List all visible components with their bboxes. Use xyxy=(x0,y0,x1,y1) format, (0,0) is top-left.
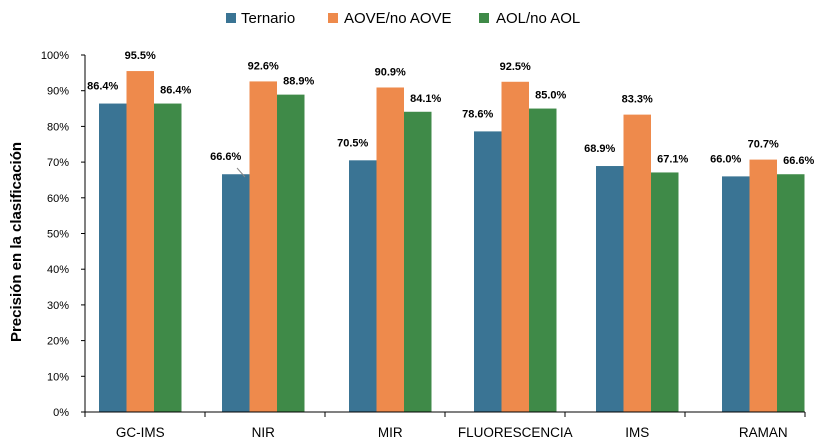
legend-label-1: AOVE/no AOVE xyxy=(344,10,452,27)
data-labels-group: 86.4% 95.5% 86.4% 66.6% 92.6% 88.9% 70.5% 90.9%… xyxy=(87,50,814,178)
x-tick-label: IMS xyxy=(625,425,649,440)
legend-swatch-0 xyxy=(226,13,236,23)
data-label-0-0: 86.4% xyxy=(87,81,118,93)
data-label-2-0: 86.4% xyxy=(160,85,191,97)
data-label-1-0: 95.5% xyxy=(125,50,156,62)
data-label-2-3: 85.0% xyxy=(535,90,566,102)
data-label-2-1: 88.9% xyxy=(283,76,314,88)
y-tick-label: 60% xyxy=(47,193,69,205)
y-axis-label: Precisión en la clasificación xyxy=(8,142,25,342)
data-label-0-1: 66.6% xyxy=(210,151,241,163)
y-tick-label: 80% xyxy=(47,121,69,133)
x-tick-label: FLUORESCENCIA xyxy=(458,425,573,440)
label-leader-line xyxy=(236,167,246,178)
data-label-1-4: 83.3% xyxy=(622,94,653,106)
data-label-1-5: 70.7% xyxy=(748,139,779,151)
bar-1-2 xyxy=(376,87,404,412)
x-axis: GC-IMS NIR MIR FLUORESCENCIA IMS RAMAN xyxy=(84,411,806,440)
data-label-2-2: 84.1% xyxy=(410,93,441,105)
bar-2-2 xyxy=(404,111,432,412)
data-label-0-5: 66.0% xyxy=(710,153,741,165)
y-tick-label: 0% xyxy=(53,407,69,419)
data-label-0-2: 70.5% xyxy=(337,137,368,149)
bar-0-3 xyxy=(474,131,502,412)
legend-swatch-2 xyxy=(479,13,489,23)
bar-2-0 xyxy=(154,103,182,412)
data-label-2-5: 66.6% xyxy=(783,155,814,167)
bar-2-3 xyxy=(529,108,557,413)
bar-0-0 xyxy=(99,103,127,412)
x-tick-label: GC-IMS xyxy=(116,425,165,440)
legend-label-2: AOL/no AOL xyxy=(496,10,580,27)
y-tick-label: 20% xyxy=(47,336,69,348)
bar-1-1 xyxy=(249,81,277,412)
data-label-0-3: 78.6% xyxy=(462,108,493,120)
bar-1-5 xyxy=(749,159,777,412)
bar-1-4 xyxy=(623,114,651,412)
bar-1-3 xyxy=(501,81,529,413)
data-label-2-4: 67.1% xyxy=(657,153,688,165)
data-label-0-4: 68.9% xyxy=(584,143,615,155)
legend-label-0: Ternario xyxy=(241,10,295,27)
y-tick-label: 70% xyxy=(47,157,69,169)
chart-legend: Ternario AOVE/no AOVE AOL/no AOL xyxy=(226,10,580,27)
data-label-1-3: 92.5% xyxy=(500,61,531,73)
bar-0-4 xyxy=(596,166,624,412)
bar-0-1 xyxy=(222,174,250,412)
bar-2-5 xyxy=(777,174,805,412)
data-label-1-1: 92.6% xyxy=(248,60,279,72)
x-tick-label: MIR xyxy=(378,425,403,440)
y-tick-label: 90% xyxy=(47,86,69,98)
x-tick-label: NIR xyxy=(252,425,276,440)
y-axis: 0% 10% 20% 30% 40% 50% 60% 70% 80% 90% 100% xyxy=(41,50,86,419)
bars-group xyxy=(99,71,805,413)
y-tick-label: 10% xyxy=(47,371,69,383)
bar-1-0 xyxy=(126,71,154,412)
data-label-1-2: 90.9% xyxy=(375,66,406,78)
y-tick-label: 100% xyxy=(41,50,69,62)
x-tick-label: RAMAN xyxy=(739,425,788,440)
y-tick-label: 40% xyxy=(47,264,69,276)
y-tick-label: 30% xyxy=(47,300,69,312)
bar-2-4 xyxy=(651,172,679,412)
bar-0-5 xyxy=(722,176,750,412)
legend-swatch-1 xyxy=(328,13,338,23)
y-tick-label: 50% xyxy=(47,229,69,241)
bar-0-2 xyxy=(349,160,377,412)
bar-2-1 xyxy=(277,94,305,412)
